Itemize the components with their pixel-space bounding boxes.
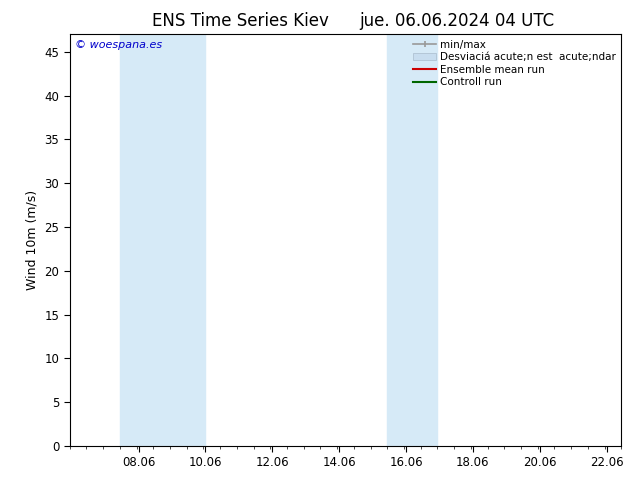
- Y-axis label: Wind 10m (m/s): Wind 10m (m/s): [26, 190, 39, 290]
- Bar: [387, 34, 437, 446]
- Legend: min/max, Desviaciá acute;n est  acute;ndar, Ensemble mean run, Controll run: min/max, Desviaciá acute;n est acute;nda…: [411, 37, 618, 89]
- Bar: [120, 34, 205, 446]
- Text: © woespana.es: © woespana.es: [75, 41, 162, 50]
- Text: ENS Time Series Kiev: ENS Time Series Kiev: [153, 12, 329, 30]
- Text: jue. 06.06.2024 04 UTC: jue. 06.06.2024 04 UTC: [359, 12, 554, 30]
